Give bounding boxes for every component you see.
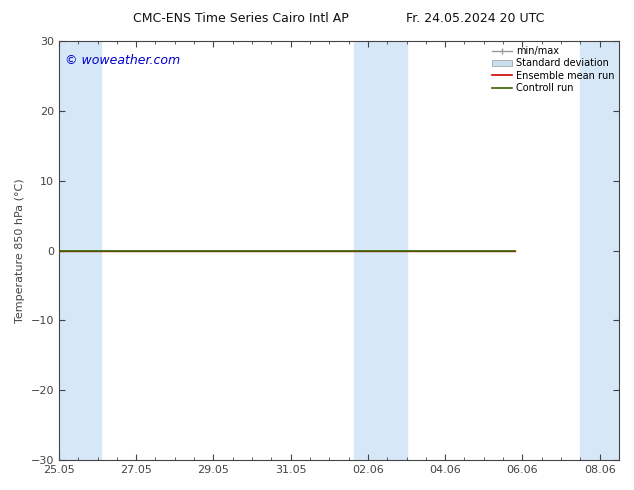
Text: Fr. 24.05.2024 20 UTC: Fr. 24.05.2024 20 UTC xyxy=(406,12,545,25)
Bar xyxy=(382,41,406,460)
Bar xyxy=(354,41,382,460)
Bar xyxy=(580,41,619,460)
Legend: min/max, Standard deviation, Ensemble mean run, Controll run: min/max, Standard deviation, Ensemble me… xyxy=(490,44,616,95)
Y-axis label: Temperature 850 hPa (°C): Temperature 850 hPa (°C) xyxy=(15,178,25,323)
Bar xyxy=(80,41,101,460)
Text: CMC-ENS Time Series Cairo Intl AP: CMC-ENS Time Series Cairo Intl AP xyxy=(133,12,349,25)
Text: © woweather.com: © woweather.com xyxy=(65,53,179,67)
Bar xyxy=(59,41,80,460)
